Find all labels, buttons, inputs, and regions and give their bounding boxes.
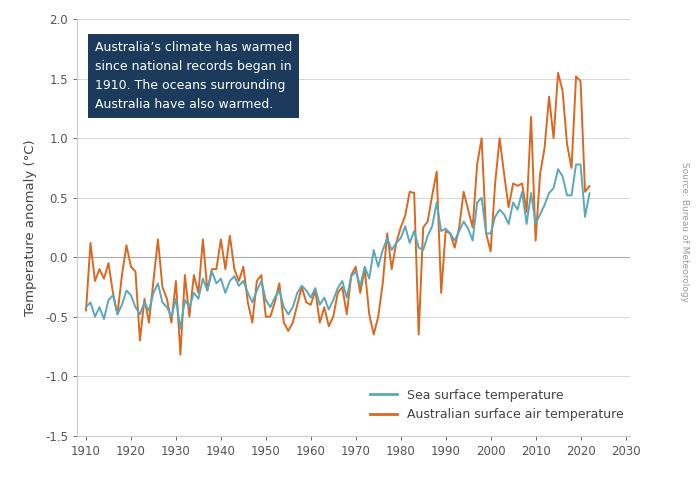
Australian surface air temperature: [100, 276, 108, 282]
Sea surface temperature: [572, 162, 580, 167]
Australian surface air temperature: [585, 183, 594, 189]
Sea surface temperature: [554, 166, 562, 172]
Australian surface air temperature: [95, 266, 104, 272]
Sea surface temperature: [505, 221, 513, 227]
Sea surface temperature: [464, 226, 473, 231]
Line: Australian surface air temperature: Australian surface air temperature: [86, 73, 589, 355]
Y-axis label: Temperature anomaly (°C): Temperature anomaly (°C): [24, 139, 36, 316]
Sea surface temperature: [176, 326, 185, 332]
Text: Source: Bureau of Meteorology: Source: Bureau of Meteorology: [680, 162, 690, 302]
Sea surface temperature: [82, 304, 90, 310]
Australian surface air temperature: [464, 207, 473, 212]
Australian surface air temperature: [82, 308, 90, 314]
Sea surface temperature: [95, 304, 104, 310]
Australian surface air temperature: [248, 320, 256, 326]
Legend: Sea surface temperature, Australian surface air temperature: Sea surface temperature, Australian surf…: [370, 389, 624, 421]
Sea surface temperature: [248, 300, 256, 305]
Australian surface air temperature: [176, 352, 185, 358]
Sea surface temperature: [100, 316, 108, 322]
Australian surface air temperature: [554, 70, 562, 76]
Line: Sea surface temperature: Sea surface temperature: [86, 165, 589, 329]
Australian surface air temperature: [505, 204, 513, 210]
Australian surface air temperature: [559, 88, 567, 93]
Sea surface temperature: [585, 190, 594, 196]
Text: Australia’s climate has warmed
since national records began in
1910. The oceans : Australia’s climate has warmed since nat…: [95, 41, 292, 111]
